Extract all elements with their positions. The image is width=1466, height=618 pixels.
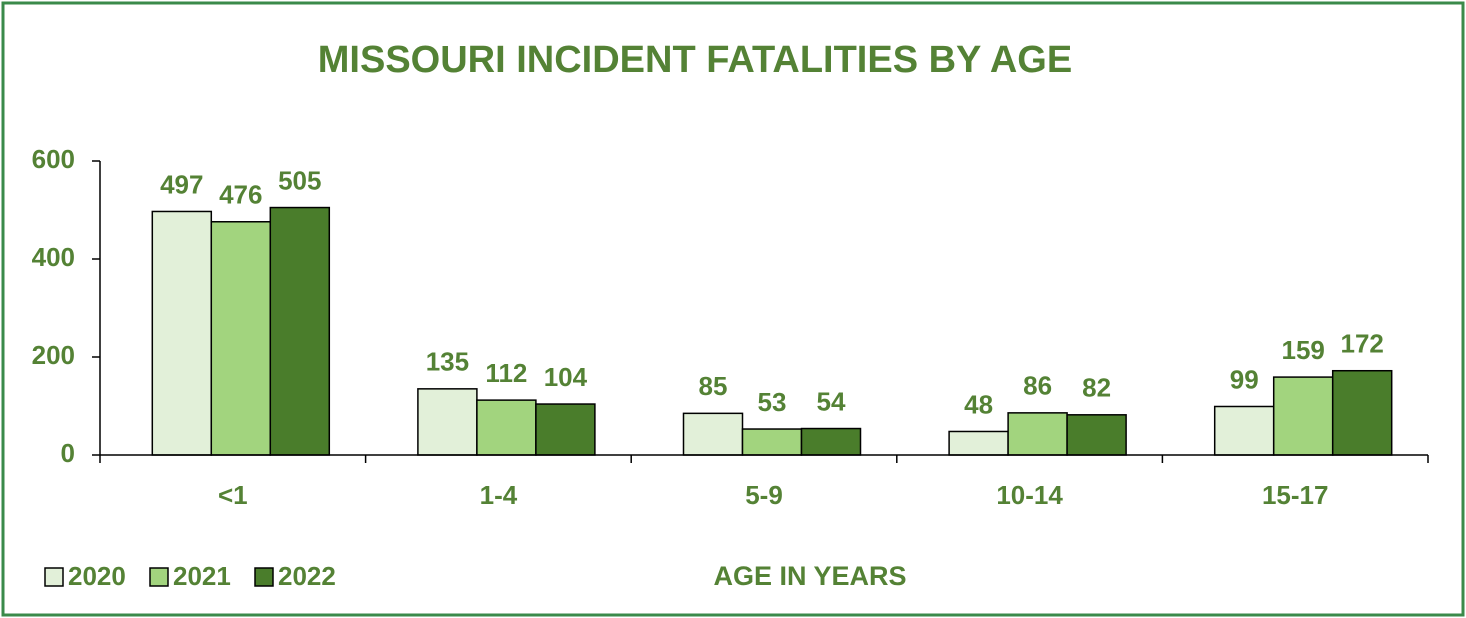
data-label: 53: [758, 387, 787, 417]
bar: [1213, 405, 1275, 456]
bar: [151, 210, 213, 456]
x-tick-label: 15-17: [1262, 480, 1329, 510]
bar: [535, 403, 596, 456]
chart-title: MISSOURI INCIDENT FATALITIES BY AGE: [318, 39, 1072, 81]
legend-label: 2021: [173, 561, 231, 591]
data-label: 172: [1341, 329, 1384, 359]
bar: [682, 412, 744, 456]
legend-label: 2020: [68, 561, 126, 591]
x-tick-label: 1-4: [480, 480, 518, 510]
x-axis-title: AGE IN YEARS: [713, 561, 906, 591]
y-tick-label: 600: [32, 144, 75, 174]
bar: [1007, 412, 1068, 456]
data-label: 86: [1023, 371, 1052, 401]
data-label: 135: [426, 347, 469, 377]
bar: [210, 221, 272, 456]
data-label: 104: [544, 362, 588, 392]
legend-label: 2022: [278, 561, 336, 591]
legend-swatch: [44, 567, 64, 587]
data-label: 159: [1282, 335, 1325, 365]
bar: [1272, 376, 1334, 456]
data-label: 505: [278, 165, 321, 195]
bar: [269, 206, 331, 456]
data-label: 85: [699, 371, 728, 401]
data-label: 476: [219, 180, 262, 210]
y-tick-label: 200: [32, 340, 75, 370]
legend-swatch: [149, 567, 169, 587]
legend-swatch: [254, 567, 274, 587]
bar: [1331, 369, 1393, 456]
bar: [1066, 414, 1127, 456]
data-label: 48: [964, 389, 993, 419]
data-label: 497: [160, 169, 203, 199]
x-tick-label: 5-9: [745, 480, 783, 510]
bar: [741, 428, 803, 456]
bar: [417, 388, 478, 456]
data-label: 99: [1230, 364, 1259, 394]
bar: [476, 399, 537, 456]
x-tick-label: 10-14: [996, 480, 1063, 510]
y-tick-label: 0: [61, 438, 75, 468]
bar: [800, 427, 862, 456]
data-label: 82: [1082, 373, 1111, 403]
x-tick-label: <1: [218, 480, 248, 510]
data-label: 112: [485, 358, 527, 388]
bar: [948, 430, 1009, 456]
data-label: 54: [817, 386, 846, 416]
y-tick-label: 400: [32, 242, 75, 272]
